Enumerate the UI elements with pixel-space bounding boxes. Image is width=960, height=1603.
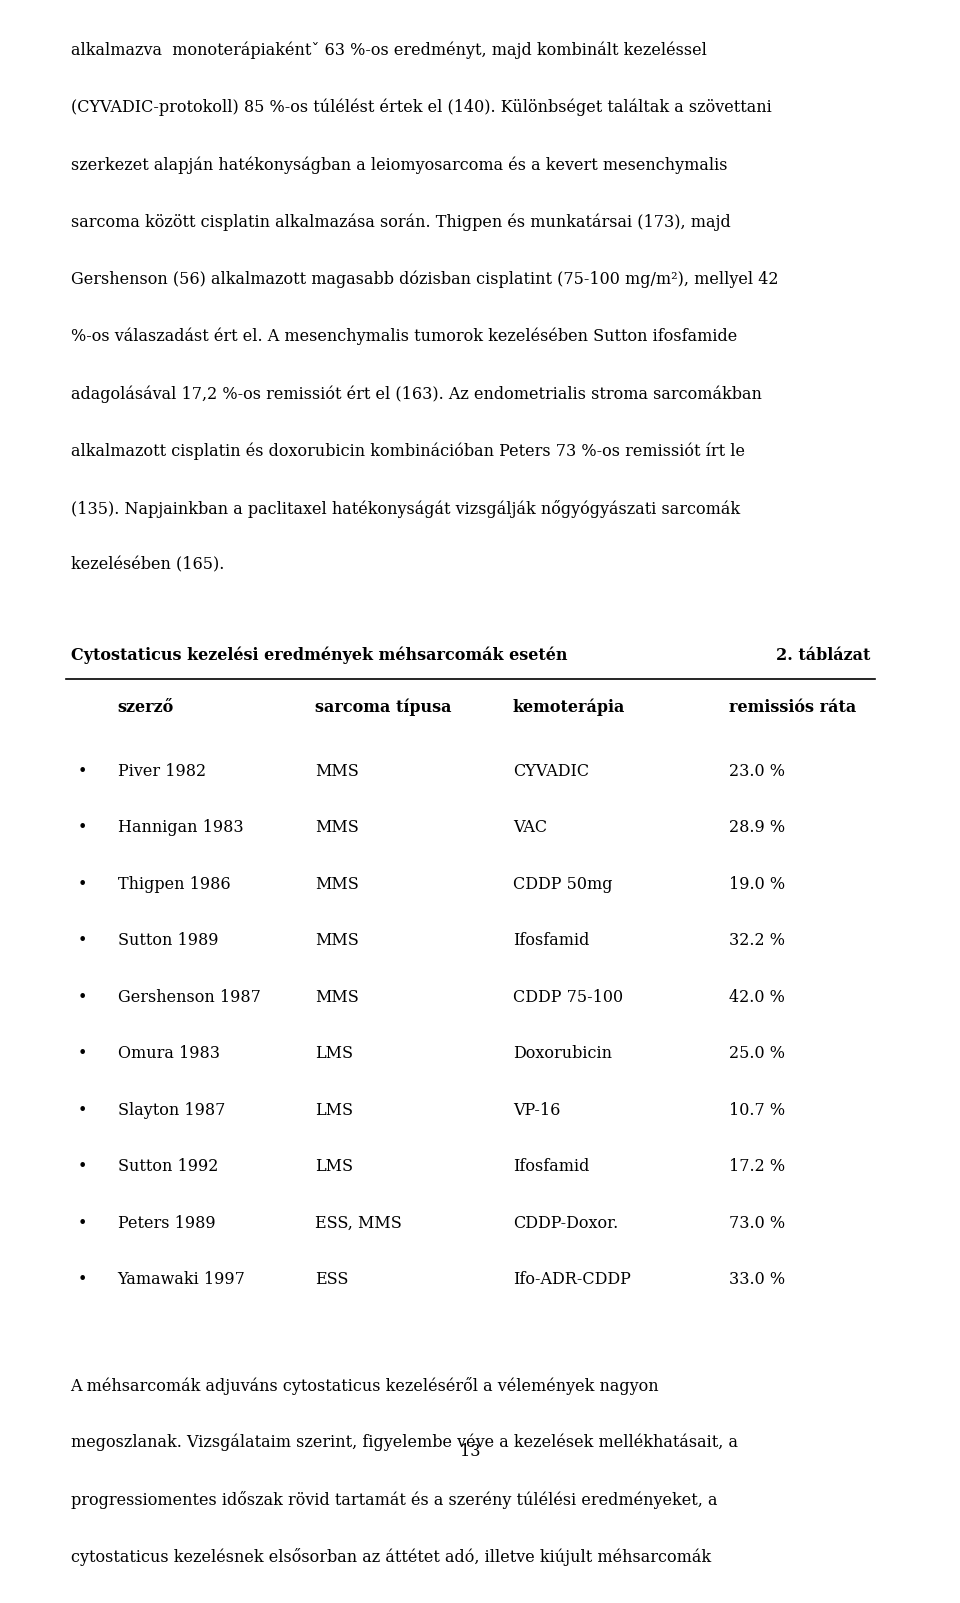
- Text: adagolásával 17,2 %-os remissiót ért el (163). Az endometrialis stroma sarcomákb: adagolásával 17,2 %-os remissiót ért el …: [70, 385, 761, 402]
- Text: •: •: [77, 1101, 86, 1119]
- Text: •: •: [77, 1045, 86, 1063]
- Text: LMS: LMS: [315, 1101, 353, 1119]
- Text: (135). Napjainkban a paclitaxel hatékonyságát vizsgálják nőgyógyászati sarcomák: (135). Napjainkban a paclitaxel hatékony…: [70, 500, 739, 518]
- Text: 17.2 %: 17.2 %: [729, 1159, 785, 1175]
- Text: 10.7 %: 10.7 %: [729, 1101, 785, 1119]
- Text: LMS: LMS: [315, 1159, 353, 1175]
- Text: •: •: [77, 1159, 86, 1175]
- Text: 32.2 %: 32.2 %: [729, 933, 785, 949]
- Text: 28.9 %: 28.9 %: [729, 819, 785, 837]
- Text: szerző: szerző: [117, 699, 174, 717]
- Text: ESS: ESS: [315, 1271, 348, 1289]
- Text: CYVADIC: CYVADIC: [513, 763, 588, 779]
- Text: •: •: [77, 933, 86, 949]
- Text: 73.0 %: 73.0 %: [729, 1215, 785, 1231]
- Text: Thigpen 1986: Thigpen 1986: [117, 875, 230, 893]
- Text: Piver 1982: Piver 1982: [117, 763, 205, 779]
- Text: 19.0 %: 19.0 %: [729, 875, 785, 893]
- Text: Hannigan 1983: Hannigan 1983: [117, 819, 243, 837]
- Text: VP-16: VP-16: [513, 1101, 560, 1119]
- Text: MMS: MMS: [315, 819, 359, 837]
- Text: 25.0 %: 25.0 %: [729, 1045, 785, 1063]
- Text: Gershenson 1987: Gershenson 1987: [117, 989, 260, 1005]
- Text: sarcoma típusa: sarcoma típusa: [315, 699, 451, 717]
- Text: MMS: MMS: [315, 875, 359, 893]
- Text: 42.0 %: 42.0 %: [729, 989, 785, 1005]
- Text: alkalmazva  monoterápiakéntˇ 63 %-os eredményt, majd kombinált kezeléssel: alkalmazva monoterápiakéntˇ 63 %-os ered…: [70, 42, 707, 59]
- Text: CDDP 50mg: CDDP 50mg: [513, 875, 612, 893]
- Text: Cytostaticus kezelési eredmények méhsarcomák esetén: Cytostaticus kezelési eredmények méhsarc…: [70, 646, 567, 664]
- Text: sarcoma között cisplatin alkalmazása során. Thigpen és munkatársai (173), majd: sarcoma között cisplatin alkalmazása sor…: [70, 213, 731, 231]
- Text: megoszlanak. Vizsgálataim szerint, figyelembe véve a kezelések mellékhatásait, a: megoszlanak. Vizsgálataim szerint, figye…: [70, 1435, 737, 1451]
- Text: Sutton 1992: Sutton 1992: [117, 1159, 218, 1175]
- Text: (CYVADIC-protokoll) 85 %-os túlélést értek el (140). Különbséget találtak a szöv: (CYVADIC-protokoll) 85 %-os túlélést ért…: [70, 99, 771, 117]
- Text: Sutton 1989: Sutton 1989: [117, 933, 218, 949]
- Text: MMS: MMS: [315, 933, 359, 949]
- Text: %-os válaszadást ért el. A mesenchymalis tumorok kezelésében Sutton ifosfamide: %-os válaszadást ért el. A mesenchymalis…: [70, 329, 737, 345]
- Text: 33.0 %: 33.0 %: [729, 1271, 785, 1289]
- Text: MMS: MMS: [315, 989, 359, 1005]
- Text: LMS: LMS: [315, 1045, 353, 1063]
- Text: •: •: [77, 819, 86, 837]
- Text: Slayton 1987: Slayton 1987: [117, 1101, 225, 1119]
- Text: kezelésében (165).: kezelésében (165).: [70, 556, 224, 574]
- Text: Gershenson (56) alkalmazott magasabb dózisban cisplatint (75-100 mg/m²), mellyel: Gershenson (56) alkalmazott magasabb dóz…: [70, 271, 778, 289]
- Text: ESS, MMS: ESS, MMS: [315, 1215, 402, 1231]
- Text: alkalmazott cisplatin és doxorubicin kombinációban Peters 73 %-os remissiót írt : alkalmazott cisplatin és doxorubicin kom…: [70, 442, 745, 460]
- Text: Omura 1983: Omura 1983: [117, 1045, 220, 1063]
- Text: Peters 1989: Peters 1989: [117, 1215, 215, 1231]
- Text: szerkezet alapján hatékonyságban a leiomyosarcoma és a kevert mesenchymalis: szerkezet alapján hatékonyságban a leiom…: [70, 155, 727, 173]
- Text: •: •: [77, 1271, 86, 1289]
- Text: CDDP-Doxor.: CDDP-Doxor.: [513, 1215, 618, 1231]
- Text: Ifosfamid: Ifosfamid: [513, 1159, 589, 1175]
- Text: •: •: [77, 763, 86, 779]
- Text: 13: 13: [460, 1443, 481, 1460]
- Text: kemoterápia: kemoterápia: [513, 699, 625, 717]
- Text: •: •: [77, 989, 86, 1005]
- Text: Ifo-ADR-CDDP: Ifo-ADR-CDDP: [513, 1271, 631, 1289]
- Text: •: •: [77, 875, 86, 893]
- Text: A méhsarcomák adjuváns cytostaticus kezeléséről a vélemények nagyon: A méhsarcomák adjuváns cytostaticus keze…: [70, 1377, 660, 1395]
- Text: Yamawaki 1997: Yamawaki 1997: [117, 1271, 246, 1289]
- Text: progressiomentes időszak rövid tartamát és a szerény túlélési eredményeket, a: progressiomentes időszak rövid tartamát …: [70, 1491, 717, 1508]
- Text: remissiós ráta: remissiós ráta: [729, 699, 856, 717]
- Text: CDDP 75-100: CDDP 75-100: [513, 989, 623, 1005]
- Text: VAC: VAC: [513, 819, 547, 837]
- Text: Ifosfamid: Ifosfamid: [513, 933, 589, 949]
- Text: •: •: [77, 1215, 86, 1231]
- Text: cytostaticus kezelésnek elsősorban az áttétet adó, illetve kiújult méhsarcomák: cytostaticus kezelésnek elsősorban az át…: [70, 1548, 710, 1566]
- Text: 2. táblázat: 2. táblázat: [776, 646, 870, 664]
- Text: Doxorubicin: Doxorubicin: [513, 1045, 612, 1063]
- Text: MMS: MMS: [315, 763, 359, 779]
- Text: 23.0 %: 23.0 %: [729, 763, 785, 779]
